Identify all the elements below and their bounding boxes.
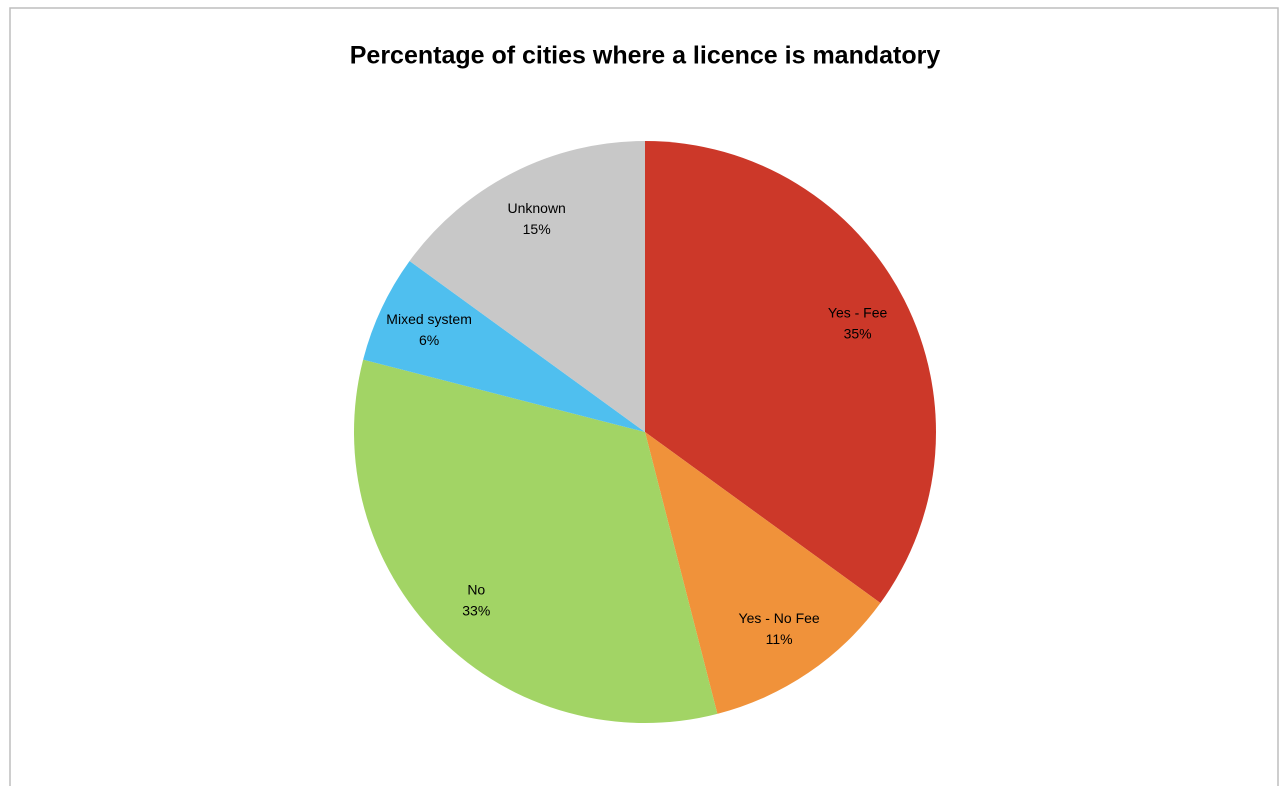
pie-slice (363, 260, 645, 432)
slice-value-label: 33% (462, 602, 490, 618)
slice-category-label: Unknown (507, 200, 565, 216)
slice-value-label: 35% (844, 325, 872, 341)
pie-slice (645, 432, 881, 714)
slice-value-label: 15% (523, 221, 551, 237)
slice-value-label: 11% (766, 631, 793, 647)
slice-category-label: Yes - No Fee (739, 610, 820, 626)
slice-category-label: No (467, 581, 485, 597)
slice-category-label: Mixed system (386, 311, 472, 327)
slice-category-label: Yes - Fee (828, 304, 888, 320)
chart-title: Percentage of cities where a licence is … (350, 42, 941, 70)
pie-slice (354, 359, 718, 724)
pie-slice (645, 141, 937, 604)
pie-slice (409, 140, 645, 432)
slice-value-label: 6% (419, 332, 439, 348)
